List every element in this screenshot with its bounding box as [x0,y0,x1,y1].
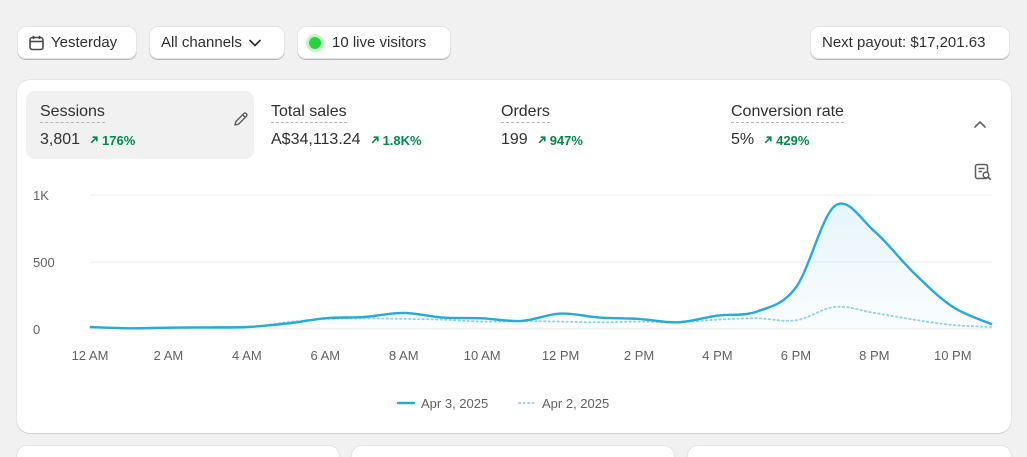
chevron-up-icon[interactable] [973,116,987,134]
top-filter-bar: Yesterday All channels 10 live visitors … [0,0,1027,80]
x-tick-label: 4 AM [232,348,262,363]
metric-label: Total sales [271,103,347,123]
live-status-dot [309,36,321,49]
legend-label-apr-2: Apr 2, 2025 [542,396,609,411]
x-tick-label: 8 PM [859,348,889,363]
x-tick-label: 6 PM [781,348,811,363]
y-tick-label: 0 [33,322,40,337]
metric-change: 429% [764,133,809,148]
bottom-card [688,446,1011,457]
metric-change: 1.8K% [371,133,422,148]
legend-label-apr-3: Apr 3, 2025 [421,396,488,411]
live-visitors-button[interactable]: 10 live visitors [297,26,451,59]
y-tick-label: 1K [33,188,49,203]
metric-value: A$34,113.24 [271,131,361,148]
date-range-button[interactable]: Yesterday [17,26,137,59]
arrow-up-right-icon [538,136,546,144]
y-tick-label: 500 [33,255,55,270]
metric-change-value: 947% [549,132,583,148]
series-line-apr-3 [89,202,993,330]
metric-value: 3,801 [40,131,81,148]
chevron-down-icon [249,39,261,47]
pencil-icon[interactable] [233,111,249,132]
y-axis-ticks: 1K 500 0 [33,188,55,337]
live-visitors-label: 10 live visitors [332,34,427,51]
x-tick-label: 12 AM [72,348,109,363]
x-tick-label: 2 AM [154,348,184,363]
metric-change: 176% [90,133,135,148]
metric-value: 5% [731,131,755,148]
metric-change: 947% [538,133,583,148]
series-area-apr-3 [90,203,992,329]
x-tick-label: 12 PM [542,348,580,363]
channels-dropdown[interactable]: All channels [149,26,285,59]
metric-value: 199 [501,131,528,148]
arrow-up-right-icon [371,136,379,144]
x-tick-label: 10 PM [934,348,972,363]
arrow-up-right-icon [764,136,772,144]
analytics-card: Sessions 3,801 176% Total sales A$34,113… [17,80,1011,433]
next-payout-label: Next payout: $17,201.63 [822,34,986,51]
metric-tab-sessions[interactable]: Sessions 3,801 176% [26,91,254,159]
calendar-icon [29,35,44,51]
metric-change-value: 1.8K% [382,132,422,148]
metric-label: Conversion rate [731,103,844,123]
x-tick-label: 2 PM [624,348,654,363]
metric-label: Sessions [40,103,105,123]
chart-legend: Apr 3, 2025 Apr 2, 2025 [396,396,609,411]
next-payout-button[interactable]: Next payout: $17,201.63 [810,26,1010,59]
x-tick-label: 10 AM [464,348,501,363]
x-tick-label: 6 AM [310,348,340,363]
date-range-label: Yesterday [51,34,118,51]
arrow-up-right-icon [90,136,98,144]
metric-label: Orders [501,103,550,123]
report-search-icon[interactable] [974,163,992,186]
metric-tab-conversion-rate[interactable]: Conversion rate 5% 429% [717,91,947,159]
bottom-card [352,446,674,457]
x-tick-label: 4 PM [702,348,732,363]
metric-tab-total-sales[interactable]: Total sales A$34,113.24 1.8K% [257,91,477,159]
channels-label: All channels [161,34,242,51]
metric-change-value: 429% [776,132,810,148]
x-tick-label: 8 AM [389,348,419,363]
bottom-card [17,446,339,457]
metric-tab-orders[interactable]: Orders 199 947% [487,91,707,159]
metric-change-value: 176% [102,132,136,148]
x-axis-ticks: 12 AM 2 AM 4 AM 6 AM 8 AM 10 AM 12 PM 2 PM 4 PM 6… [72,348,972,363]
sessions-line-chart: 1K 500 0 12 AM 2 AM 4 AM 6 AM 8 AM 10 AM 12 PM 2 … [33,188,993,411]
